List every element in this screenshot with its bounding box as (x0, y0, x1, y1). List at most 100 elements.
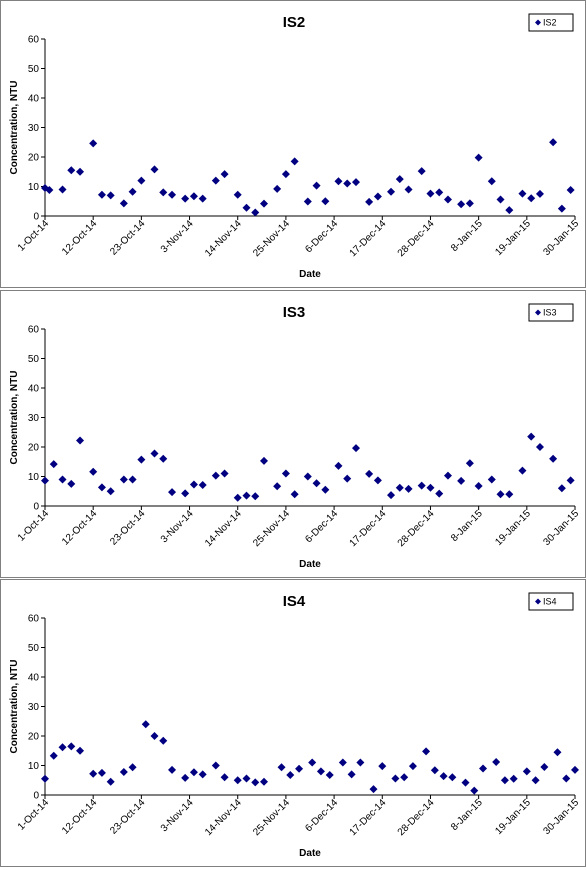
y-tick-label: 10 (28, 761, 40, 772)
data-point (338, 758, 347, 767)
data-point (378, 762, 387, 771)
data-point (351, 444, 360, 453)
data-point (150, 732, 159, 740)
data-point (119, 199, 128, 208)
x-axis-label: Date (299, 269, 321, 280)
data-point (316, 767, 325, 776)
data-point (242, 774, 251, 783)
data-point (260, 777, 269, 786)
x-tick-label: 25-Nov-14 (251, 218, 292, 259)
y-tick-label: 0 (33, 791, 39, 802)
x-tick-label: 28-Dec-14 (396, 218, 437, 259)
data-point (137, 455, 146, 464)
chart-svg: IS4 Concentration, NTU 0 10 20 30 40 50 60 1-Oct-… (9, 592, 581, 859)
x-tick-label: 14-Nov-14 (203, 218, 244, 259)
legend-box (528, 13, 574, 32)
data-point (527, 432, 536, 441)
x-tick-label: 8-Jan-15 (449, 797, 485, 833)
data-point (465, 459, 474, 468)
y-tick-label: 10 (28, 472, 40, 483)
x-tick-label: 30-Jan-15 (542, 218, 582, 258)
legend-label: IS4 (543, 597, 557, 607)
data-point (549, 138, 558, 147)
data-point (474, 153, 483, 162)
data-point (373, 476, 382, 485)
x-tick-label: 17-Dec-14 (348, 508, 389, 549)
data-point (549, 454, 558, 463)
data-point (321, 485, 330, 494)
data-point (97, 768, 106, 777)
data-point (242, 203, 251, 212)
x-tick-label: 6-Dec-14 (303, 508, 340, 545)
data-point (487, 475, 496, 484)
data-point (439, 772, 448, 781)
data-point (426, 483, 435, 492)
data-point (387, 187, 396, 196)
legend-label: IS3 (543, 308, 557, 318)
data-point (106, 777, 115, 786)
data-point (474, 481, 483, 490)
data-point (334, 461, 343, 470)
x-tick-label: 8-Jan-15 (449, 508, 485, 544)
x-tick-label: 23-Oct-14 (108, 797, 148, 837)
x-tick-label: 25-Nov-14 (251, 508, 292, 549)
x-axis-label: Date (299, 848, 321, 859)
data-point (220, 469, 229, 478)
data-point (430, 766, 439, 775)
data-point (435, 489, 444, 498)
data-point (535, 443, 544, 451)
data-point (422, 747, 431, 756)
legend-label: IS2 (543, 18, 557, 28)
data-point (181, 773, 190, 782)
x-tick-label: 23-Oct-14 (108, 218, 148, 258)
data-point (150, 449, 159, 458)
data-point (369, 785, 378, 794)
data-point (159, 736, 168, 745)
chart-svg: IS2 Concentration, NTU 0 10 20 30 40 50 60 1-Oct-… (9, 13, 582, 280)
data-point (505, 490, 514, 499)
data-point (571, 765, 579, 774)
data-point (492, 757, 501, 766)
data-point (49, 460, 58, 469)
data-point (119, 475, 128, 484)
chart-title: IS3 (283, 304, 306, 321)
data-point (150, 165, 159, 174)
x-tick-label: 1-Oct-14 (16, 797, 52, 833)
data-point (500, 776, 509, 785)
legend: IS4 (528, 592, 574, 611)
data-point (168, 488, 177, 497)
x-tick-label: 1-Oct-14 (16, 218, 52, 254)
data-point (198, 194, 207, 203)
data-point (312, 181, 321, 190)
data-point (356, 758, 365, 767)
data-point (518, 466, 527, 475)
data-point (277, 763, 286, 772)
data-point (41, 476, 49, 485)
chart-title: IS4 (283, 593, 306, 610)
y-tick-label: 50 (28, 643, 40, 654)
data-point (119, 767, 128, 776)
data-point (58, 743, 67, 752)
x-tick-label: 3-Nov-14 (159, 797, 196, 834)
x-tick-label: 3-Nov-14 (159, 218, 196, 255)
y-tick-label: 10 (28, 182, 40, 193)
chart-svg: IS3 Concentration, NTU 0 10 20 30 40 50 60 1-Oct-… (9, 303, 581, 570)
data-point (76, 167, 85, 176)
x-tick-label: 12-Oct-14 (60, 797, 100, 837)
data-point (496, 490, 505, 499)
data-point (343, 179, 352, 188)
data-point (106, 191, 115, 200)
data-point (128, 763, 137, 772)
y-tick-label: 60 (28, 325, 40, 336)
y-tick-label: 40 (28, 384, 40, 395)
data-point (487, 177, 496, 186)
data-point (505, 206, 514, 215)
data-point (251, 208, 260, 217)
y-tick-label: 20 (28, 153, 40, 164)
data-point (41, 774, 49, 783)
data-point (303, 197, 312, 206)
y-tick-label: 30 (28, 413, 40, 424)
data-point (251, 778, 260, 787)
data-point (137, 176, 146, 185)
